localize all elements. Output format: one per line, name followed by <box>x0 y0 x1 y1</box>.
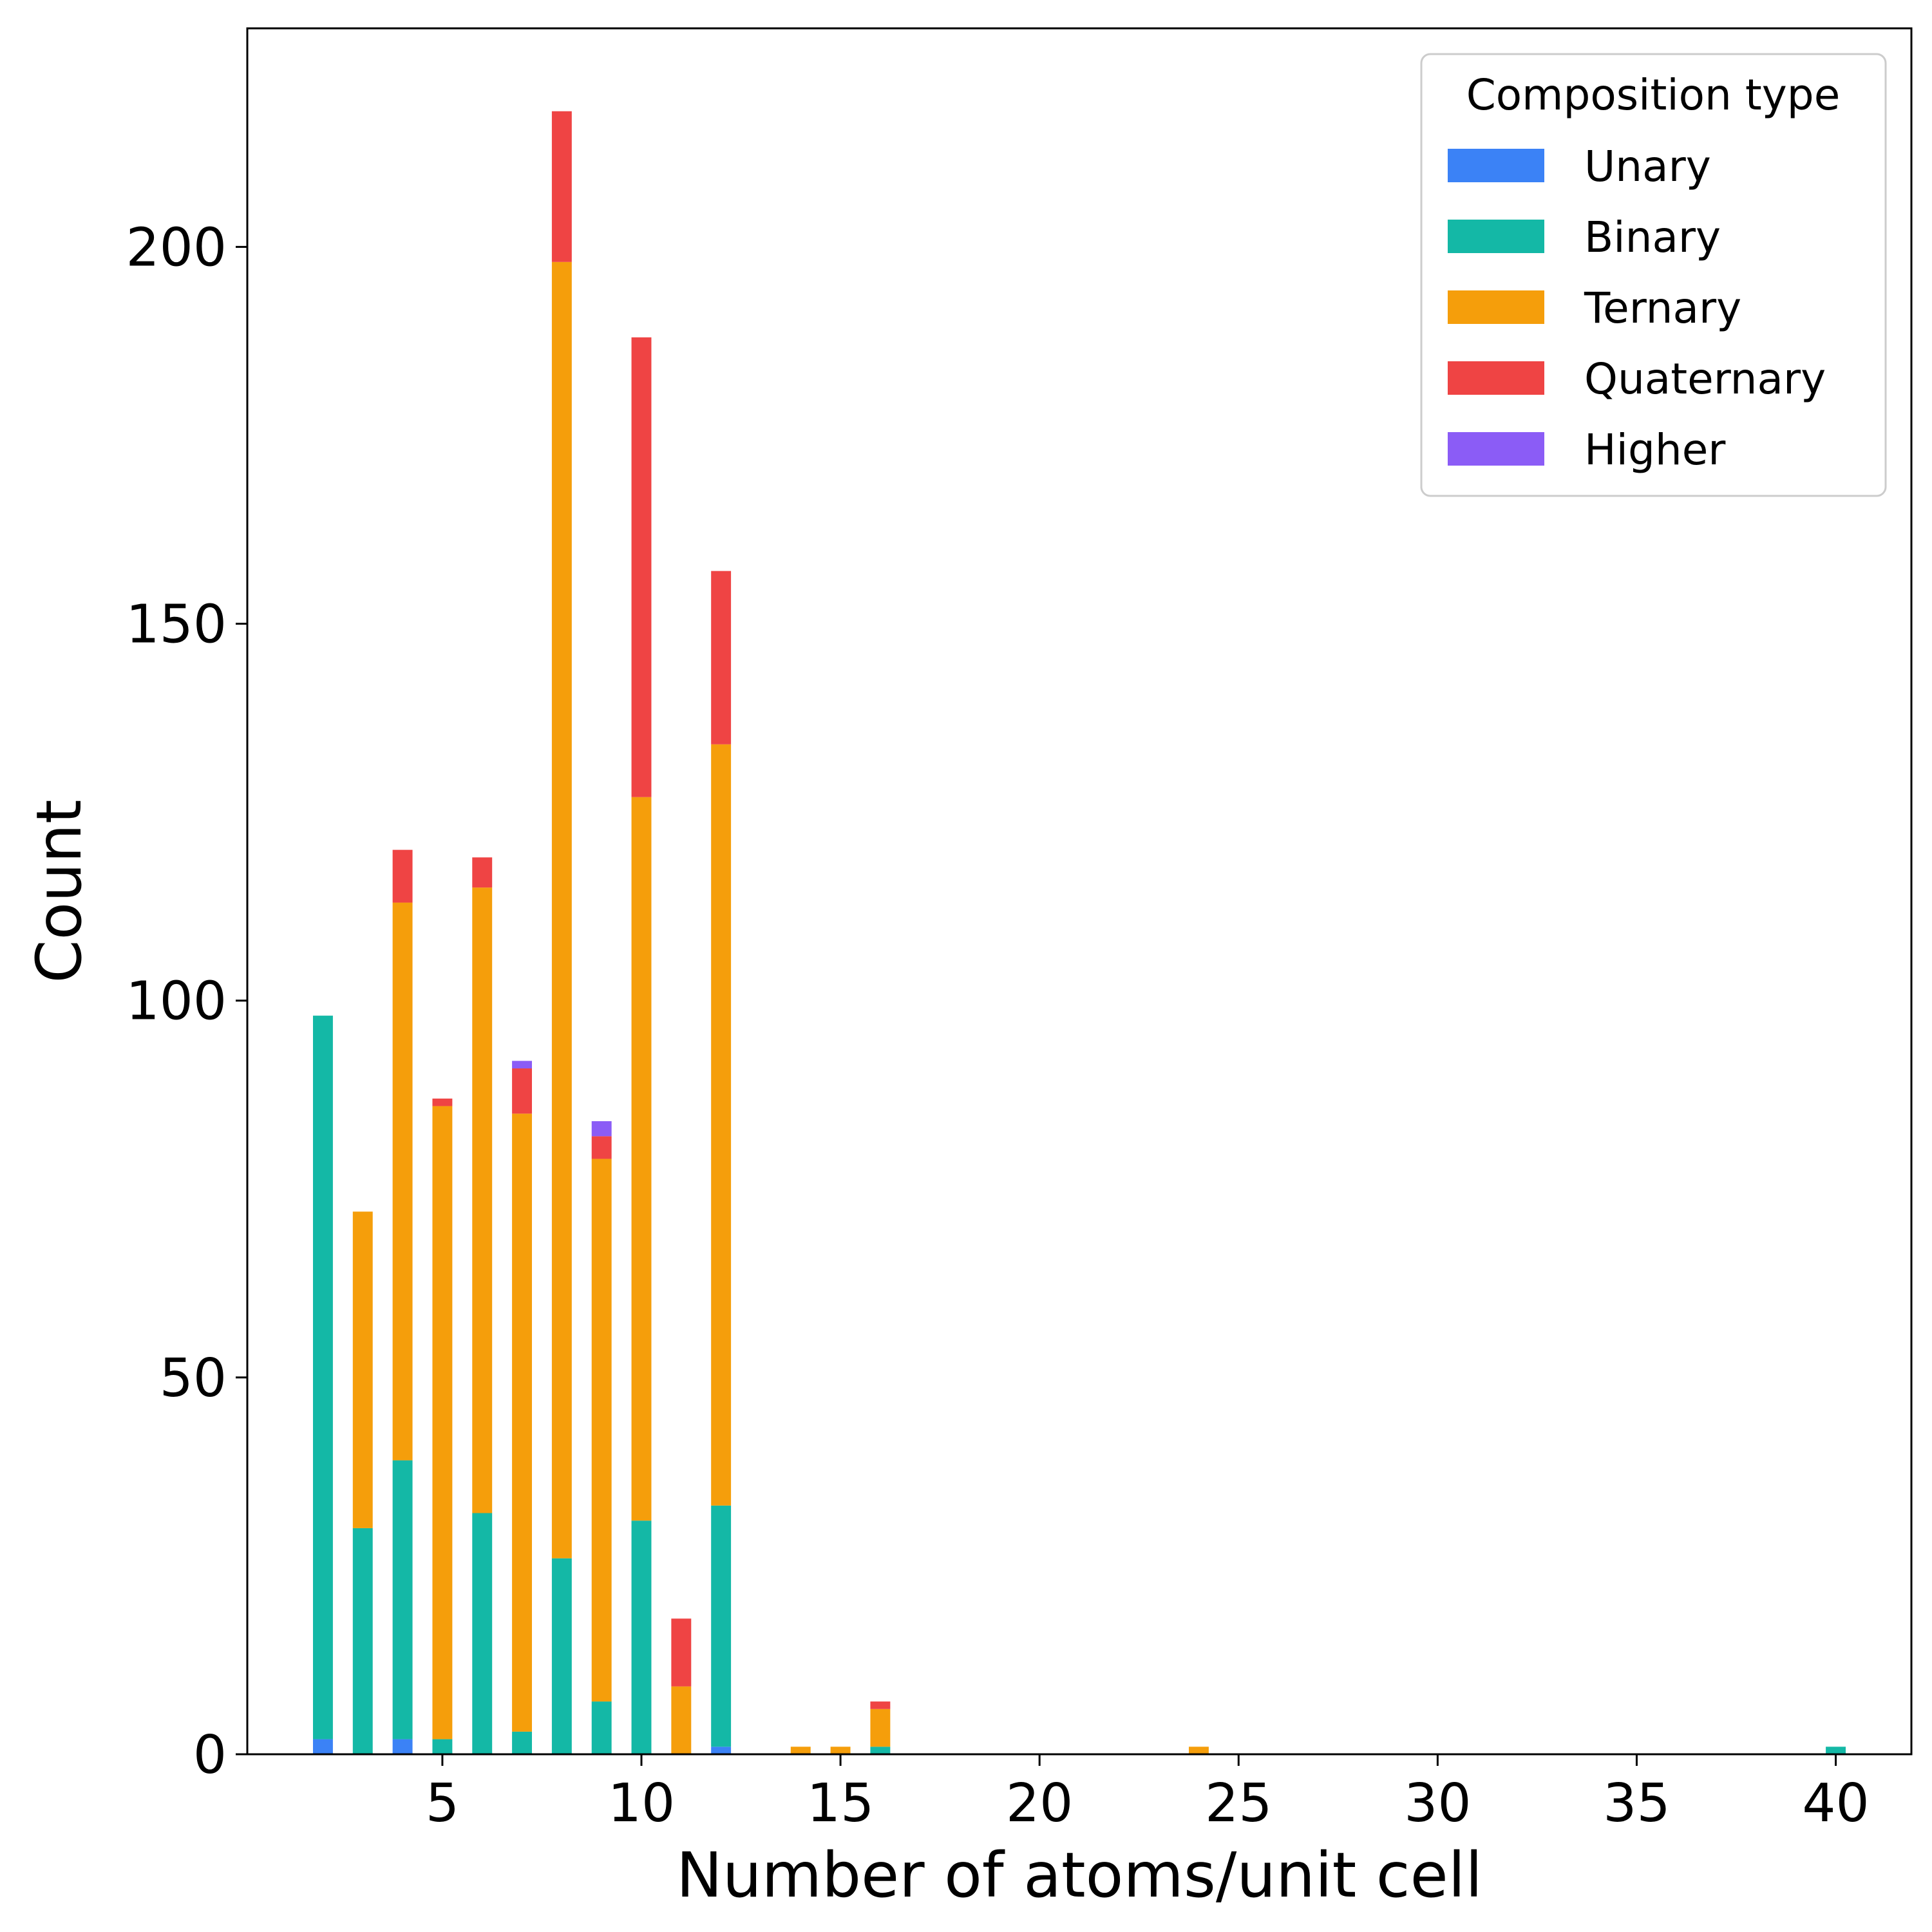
bar-binary-x2 <box>313 1016 333 1739</box>
legend-swatch-quaternary <box>1448 361 1544 395</box>
bar-binary-x16 <box>870 1747 891 1754</box>
bar-higher-x7 <box>512 1061 532 1069</box>
bar-quaternary-x10 <box>631 337 652 797</box>
x-tick-label: 30 <box>1404 1773 1471 1834</box>
x-tick-label: 15 <box>807 1773 874 1834</box>
x-tick-label: 25 <box>1205 1773 1272 1834</box>
bars-group <box>313 111 1846 1754</box>
bar-quaternary-x6 <box>472 857 493 888</box>
bar-ternary-x24 <box>1189 1747 1209 1754</box>
bar-unary-x2 <box>313 1739 333 1754</box>
y-axis-label: Count <box>23 799 95 983</box>
legend-label-higher: Higher <box>1584 425 1726 475</box>
bar-ternary-x5 <box>432 1106 453 1739</box>
bar-binary-x4 <box>392 1460 413 1739</box>
x-tick-label: 20 <box>1006 1773 1073 1834</box>
y-tick-label: 50 <box>160 1348 227 1409</box>
y-tick-label: 150 <box>126 594 227 656</box>
bar-ternary-x11 <box>671 1686 692 1754</box>
bar-ternary-x3 <box>352 1211 373 1528</box>
bar-quaternary-x8 <box>551 111 572 262</box>
bar-quaternary-x12 <box>711 571 732 744</box>
bar-binary-x3 <box>352 1528 373 1754</box>
x-axis-ticks: 5 10 15 20 25 30 35 40 <box>426 1754 1870 1834</box>
legend-swatch-ternary <box>1448 290 1544 324</box>
bar-binary-x12 <box>711 1505 732 1747</box>
legend-label-binary: Binary <box>1584 213 1721 262</box>
bar-ternary-x12 <box>711 744 732 1506</box>
bar-higher-x9 <box>591 1121 612 1137</box>
y-axis-ticks: 0 50 100 150 200 <box>126 217 247 1786</box>
bar-binary-x6 <box>472 1513 493 1754</box>
bar-binary-x10 <box>631 1520 652 1754</box>
y-tick-label: 0 <box>193 1725 227 1786</box>
bar-binary-x7 <box>512 1731 532 1754</box>
x-axis-label: Number of atoms/unit cell <box>676 1839 1482 1911</box>
bar-quaternary-x16 <box>870 1701 891 1709</box>
bar-unary-x12 <box>711 1747 732 1754</box>
legend-items: Unary Binary Ternary Quaternary Higher <box>1448 142 1826 475</box>
y-tick-label: 100 <box>126 971 227 1032</box>
bar-ternary-x7 <box>512 1113 532 1732</box>
legend-swatch-higher <box>1448 432 1544 466</box>
bar-binary-x40 <box>1826 1747 1846 1754</box>
bar-unary-x4 <box>392 1739 413 1754</box>
x-tick-label: 5 <box>426 1773 459 1834</box>
bar-quaternary-x7 <box>512 1068 532 1114</box>
bar-binary-x5 <box>432 1739 453 1754</box>
legend-swatch-unary <box>1448 149 1544 182</box>
legend-swatch-binary <box>1448 220 1544 253</box>
bar-ternary-x14 <box>790 1747 811 1754</box>
legend-label-unary: Unary <box>1584 142 1711 191</box>
y-tick-label: 200 <box>126 217 227 278</box>
legend-label-ternary: Ternary <box>1584 283 1741 333</box>
x-tick-label: 10 <box>608 1773 675 1834</box>
legend-label-quaternary: Quaternary <box>1584 354 1826 404</box>
bar-quaternary-x4 <box>392 849 413 903</box>
x-tick-label: 35 <box>1603 1773 1670 1834</box>
bar-ternary-x9 <box>591 1159 612 1702</box>
bar-binary-x9 <box>591 1701 612 1754</box>
legend-title: Composition type <box>1466 70 1841 120</box>
x-tick-label: 40 <box>1802 1773 1869 1834</box>
bar-ternary-x8 <box>551 261 572 1558</box>
plot-frame <box>246 27 1913 1756</box>
bar-ternary-x16 <box>870 1709 891 1747</box>
legend: Composition type Unary Binary Ternary Quate… <box>1420 53 1887 497</box>
bar-binary-x8 <box>551 1558 572 1754</box>
bar-ternary-x6 <box>472 887 493 1513</box>
bar-ternary-x10 <box>631 797 652 1521</box>
bar-quaternary-x5 <box>432 1098 453 1106</box>
bar-quaternary-x11 <box>671 1618 692 1687</box>
bar-quaternary-x9 <box>591 1136 612 1159</box>
bar-ternary-x4 <box>392 902 413 1461</box>
bar-ternary-x15 <box>830 1747 851 1754</box>
